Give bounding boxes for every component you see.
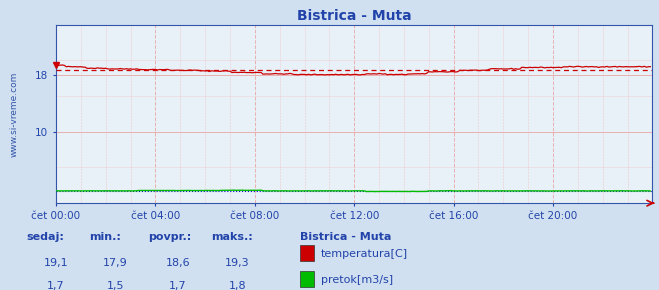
Text: www.si-vreme.com: www.si-vreme.com (10, 71, 18, 157)
Text: 17,9: 17,9 (103, 258, 128, 268)
Text: 19,3: 19,3 (225, 258, 250, 268)
Text: min.:: min.: (89, 232, 121, 242)
Text: pretok[m3/s]: pretok[m3/s] (321, 275, 393, 285)
Text: 19,1: 19,1 (43, 258, 69, 268)
Text: povpr.:: povpr.: (148, 232, 192, 242)
Text: Bistrica - Muta: Bistrica - Muta (300, 232, 391, 242)
Text: temperatura[C]: temperatura[C] (321, 249, 408, 259)
Title: Bistrica - Muta: Bistrica - Muta (297, 10, 411, 23)
Text: 1,8: 1,8 (229, 281, 246, 290)
Text: 1,5: 1,5 (107, 281, 124, 290)
Text: 1,7: 1,7 (169, 281, 186, 290)
Text: sedaj:: sedaj: (26, 232, 64, 242)
Text: maks.:: maks.: (211, 232, 252, 242)
Text: 1,7: 1,7 (47, 281, 65, 290)
Text: 18,6: 18,6 (165, 258, 190, 268)
